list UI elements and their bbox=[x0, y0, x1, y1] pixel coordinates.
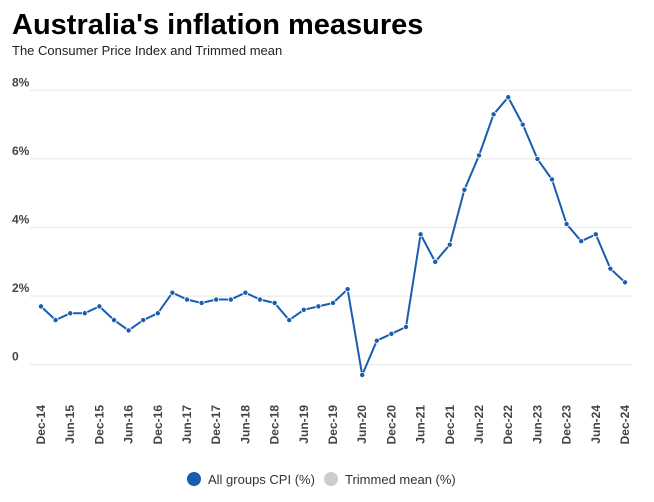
data-point bbox=[373, 337, 380, 344]
x-tick-label: Dec-17 bbox=[209, 405, 223, 445]
x-tick-label: Jun-15 bbox=[63, 405, 77, 444]
x-tick-label: Jun-22 bbox=[472, 405, 486, 444]
data-point bbox=[475, 152, 482, 159]
data-point bbox=[81, 310, 88, 317]
legend-marker[interactable] bbox=[324, 472, 338, 486]
y-tick-label: 8% bbox=[12, 75, 30, 89]
data-point bbox=[519, 121, 526, 128]
y-tick-label: 0 bbox=[12, 350, 19, 364]
data-point bbox=[315, 303, 322, 310]
data-point bbox=[227, 296, 234, 303]
x-tick-label: Dec-24 bbox=[618, 405, 632, 445]
legend-label[interactable]: All groups CPI (%) bbox=[208, 472, 315, 487]
data-point bbox=[140, 317, 147, 324]
data-point bbox=[111, 317, 118, 324]
data-point bbox=[329, 299, 336, 306]
x-tick-label: Dec-23 bbox=[560, 405, 574, 445]
legend-marker[interactable] bbox=[187, 472, 201, 486]
x-tick-label: Dec-16 bbox=[151, 405, 165, 445]
data-point bbox=[67, 310, 74, 317]
data-point bbox=[256, 296, 263, 303]
data-point bbox=[578, 238, 585, 245]
data-point bbox=[52, 317, 59, 324]
data-point bbox=[300, 306, 307, 313]
chart-subtitle: The Consumer Price Index and Trimmed mea… bbox=[12, 43, 282, 58]
x-tick-label: Dec-22 bbox=[501, 405, 515, 445]
data-point bbox=[242, 289, 249, 296]
data-point bbox=[183, 296, 190, 303]
data-point bbox=[505, 94, 512, 101]
x-tick-label: Jun-20 bbox=[355, 405, 369, 444]
x-tick-label: Dec-19 bbox=[326, 405, 340, 445]
data-point bbox=[344, 286, 351, 293]
x-tick-label: Dec-15 bbox=[92, 405, 106, 445]
data-point bbox=[549, 176, 556, 183]
data-point bbox=[388, 330, 395, 337]
data-point bbox=[417, 231, 424, 238]
data-point bbox=[154, 310, 161, 317]
data-point bbox=[534, 155, 541, 162]
y-tick-label: 2% bbox=[12, 281, 30, 295]
data-point bbox=[198, 299, 205, 306]
data-point bbox=[461, 186, 468, 193]
y-tick-label: 6% bbox=[12, 144, 30, 158]
data-point bbox=[402, 323, 409, 330]
x-tick-label: Dec-14 bbox=[34, 405, 48, 445]
x-tick-label: Jun-24 bbox=[589, 405, 603, 444]
x-tick-label: Jun-16 bbox=[122, 405, 136, 444]
data-point bbox=[38, 303, 45, 310]
data-point bbox=[169, 289, 176, 296]
data-point bbox=[432, 258, 439, 265]
x-tick-label: Dec-18 bbox=[268, 405, 282, 445]
x-tick-label: Jun-21 bbox=[414, 405, 428, 444]
data-point bbox=[96, 303, 103, 310]
x-tick-label: Dec-21 bbox=[443, 405, 457, 445]
chart-title: Australia's inflation measures bbox=[12, 9, 423, 41]
x-tick-label: Jun-17 bbox=[180, 405, 194, 444]
x-tick-label: Jun-23 bbox=[530, 405, 544, 444]
data-point bbox=[563, 221, 570, 228]
legend-label[interactable]: Trimmed mean (%) bbox=[345, 472, 456, 487]
data-point bbox=[607, 265, 614, 272]
data-point bbox=[213, 296, 220, 303]
data-point bbox=[592, 231, 599, 238]
x-tick-label: Dec-20 bbox=[384, 405, 398, 445]
data-point bbox=[490, 111, 497, 118]
data-point bbox=[359, 371, 366, 378]
x-tick-label: Jun-18 bbox=[238, 405, 252, 444]
data-point bbox=[125, 327, 132, 334]
data-point bbox=[271, 299, 278, 306]
y-tick-label: 4% bbox=[12, 212, 30, 226]
data-point bbox=[286, 317, 293, 324]
x-tick-label: Jun-19 bbox=[297, 405, 311, 444]
data-point bbox=[622, 279, 629, 286]
data-point bbox=[446, 241, 453, 248]
